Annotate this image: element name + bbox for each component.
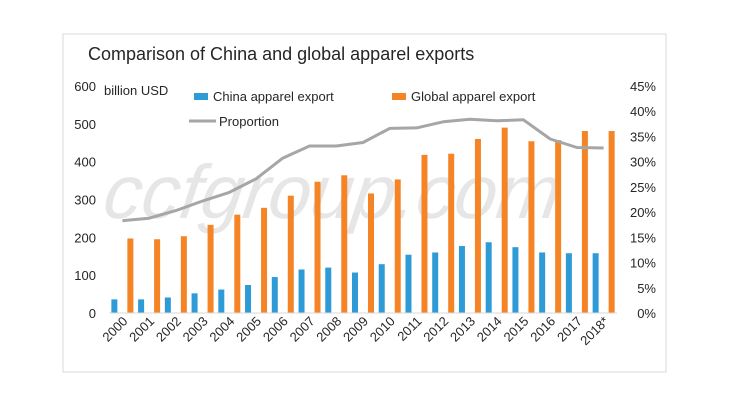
bar-global-export (608, 131, 615, 313)
bar-china-export (298, 269, 305, 313)
bar-global-export (581, 131, 588, 313)
bar-global-export (474, 138, 481, 313)
y-left-tick-label: 500 (74, 117, 96, 132)
legend-label-proportion: Proportion (219, 114, 279, 129)
legend-swatch-global (392, 93, 406, 100)
bar-global-export (261, 207, 268, 313)
y-right-tick-label: 45% (630, 79, 656, 94)
y-right-tick-label: 0% (637, 306, 656, 321)
y-right-tick-label: 20% (630, 205, 656, 220)
y-left-tick-label: 400 (74, 155, 96, 170)
y-left-tick-label: 300 (74, 193, 96, 208)
bar-global-export (341, 175, 348, 313)
y-right-tick-label: 5% (637, 281, 656, 296)
bar-china-export (191, 293, 198, 313)
bar-global-export (394, 179, 401, 313)
bar-china-export (245, 285, 252, 313)
watermark: ccfgroup.com (99, 150, 567, 235)
bar-global-export (234, 214, 241, 313)
bar-global-export (127, 238, 134, 313)
bar-china-export (485, 242, 492, 313)
legend-swatch-china (194, 93, 208, 100)
chart-title: Comparison of China and global apparel e… (88, 44, 474, 64)
bar-china-export (352, 272, 358, 313)
bar-series (111, 127, 615, 313)
y-axis-left: 0 100 200 300 400 500 600 (74, 79, 96, 321)
y-left-tick-label: 200 (74, 230, 96, 245)
unit-label: billion USD (104, 83, 168, 98)
bar-global-export (448, 153, 455, 313)
bar-china-export (512, 247, 519, 313)
bar-global-export (287, 195, 294, 313)
bar-china-export (111, 299, 118, 313)
bar-china-export (432, 252, 439, 313)
bar-china-export (271, 277, 278, 313)
bar-global-export (180, 236, 187, 313)
bar-china-export (458, 246, 465, 313)
bar-global-export (555, 140, 562, 313)
bar-china-export (164, 297, 171, 313)
legend-label-global: Global apparel export (411, 89, 536, 104)
line-series (122, 117, 604, 223)
bar-global-export (501, 127, 508, 313)
legend: China apparel export Global apparel expo… (189, 89, 536, 129)
y-right-tick-label: 40% (630, 104, 656, 119)
chart-frame (62, 33, 667, 373)
bar-china-export (539, 252, 546, 313)
bar-global-export (528, 141, 535, 313)
bar-global-export (314, 181, 321, 313)
y-right-tick-label: 35% (630, 129, 656, 144)
bar-china-export (405, 254, 412, 313)
bar-china-export (218, 289, 225, 313)
bar-china-export (325, 267, 332, 313)
legend-label-china: China apparel export (213, 89, 334, 104)
bar-global-export (154, 239, 161, 313)
y-left-tick-label: 0 (89, 306, 96, 321)
y-right-tick-label: 30% (630, 155, 656, 170)
bar-china-export (565, 253, 572, 313)
y-right-tick-label: 10% (630, 256, 656, 271)
y-left-tick-label: 100 (74, 268, 96, 283)
y-axis-right: 0% 5% 10% 15% 20% 25% 30% 35% 40% 45% (630, 79, 656, 321)
bar-china-export (592, 253, 599, 313)
y-right-tick-label: 15% (630, 230, 656, 245)
bar-global-export (421, 154, 428, 313)
bar-global-export (207, 224, 214, 313)
proportion-line (122, 117, 604, 223)
bar-china-export (138, 299, 145, 313)
bar-china-export (378, 264, 385, 313)
y-right-tick-label: 25% (630, 180, 656, 195)
bar-global-export (368, 193, 374, 313)
y-left-tick-label: 600 (74, 79, 96, 94)
